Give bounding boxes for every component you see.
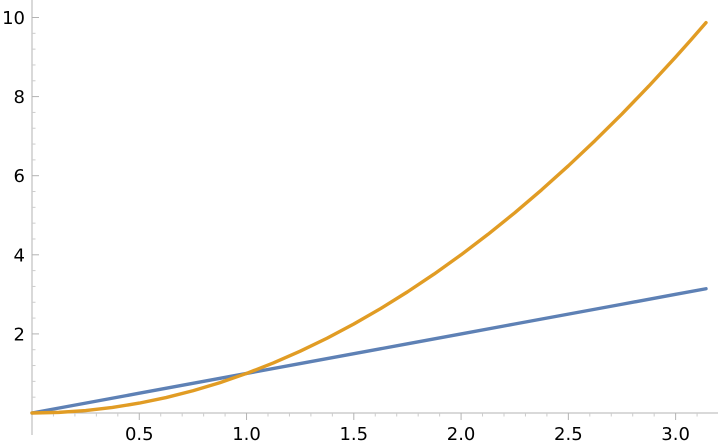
- series: [30, 20, 708, 415]
- y-tick-label: 8: [14, 87, 25, 108]
- x-tick-label: 2.5: [554, 424, 583, 444]
- y-tick-labels: 2 4 6 8 10: [2, 8, 25, 345]
- x-tick-label: 3.0: [661, 424, 690, 444]
- x-tick-label: 1.5: [339, 424, 368, 444]
- x-major-ticks: [138, 413, 677, 420]
- y-tick-label: 10: [2, 8, 25, 29]
- x-tick-labels: 0.5 1.0 1.5 2.0 2.5 3.0: [125, 424, 690, 444]
- series-line-1: [30, 287, 708, 415]
- y-minor-ticks: [32, 32, 36, 398]
- y-tick-label: 4: [14, 245, 25, 266]
- y-tick-label: 6: [14, 166, 25, 187]
- x-tick-label: 2.0: [447, 424, 476, 444]
- x-minor-ticks: [52, 413, 698, 417]
- series-line-2: [30, 20, 708, 415]
- y-tick-label: 2: [14, 324, 25, 345]
- y-major-ticks: [32, 17, 39, 335]
- x-tick-label: 0.5: [125, 424, 154, 444]
- x-tick-label: 1.0: [232, 424, 261, 444]
